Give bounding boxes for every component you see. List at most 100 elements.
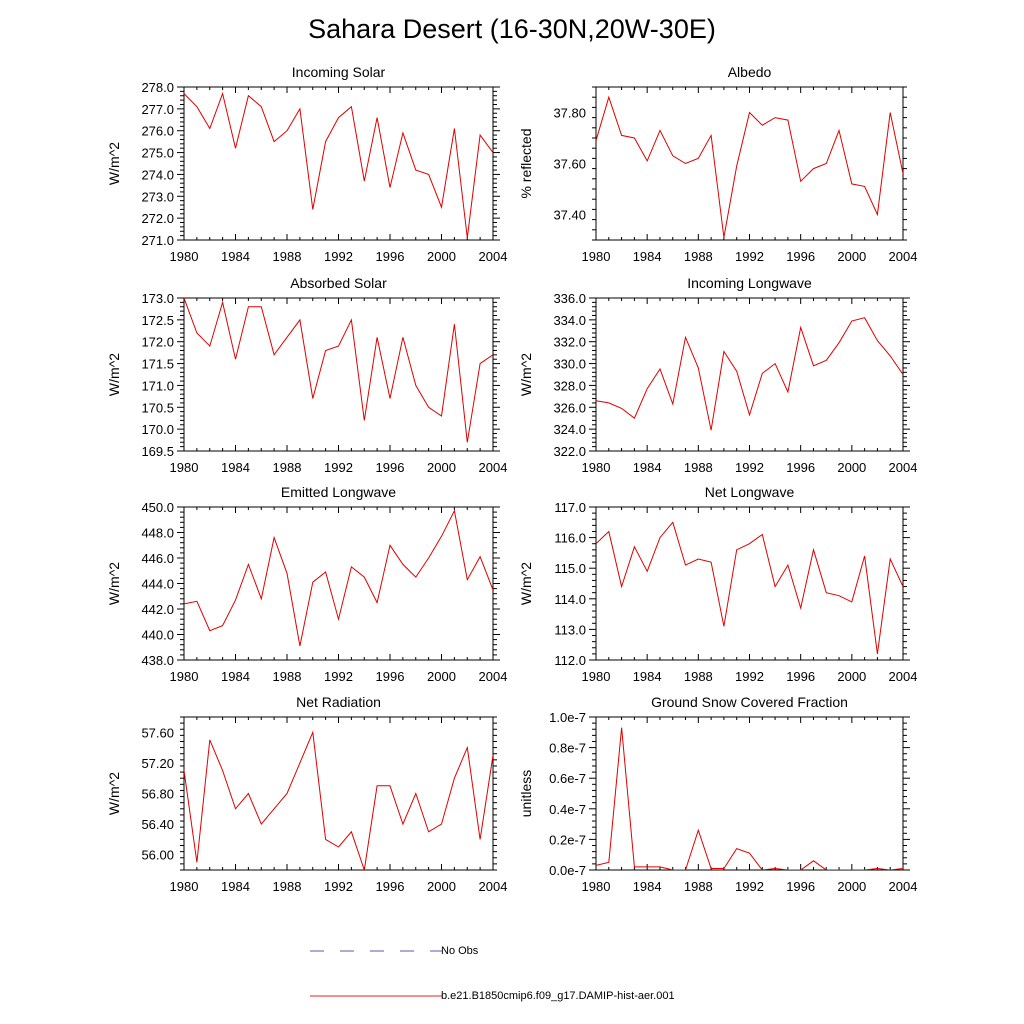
y-tick-label: 116.0: [554, 531, 586, 546]
y-axis-label: W/m^2: [106, 142, 122, 185]
series-line: [184, 298, 493, 443]
plot-frame: [183, 86, 494, 241]
y-tick-label: 115.0: [554, 561, 586, 576]
y-tick-label: 274.0: [141, 167, 174, 182]
y-tick-label: 275.0: [141, 146, 174, 161]
x-tick-label: 1980: [582, 249, 611, 264]
x-tick-label: 2004: [479, 460, 508, 475]
x-tick-label: 2004: [479, 669, 508, 684]
y-tick-label: 0.0e-7: [549, 863, 586, 878]
x-tick-label: 1980: [170, 669, 199, 684]
x-tick-label: 1988: [273, 249, 302, 264]
panel-incoming-longwave: 1980 1984 1988 1992 1996 2000 2004 322.0 324.0 32…: [518, 275, 917, 475]
legend-label-no-obs: No Obs: [441, 945, 479, 957]
y-tick-label: 334.0: [553, 313, 586, 328]
y-tick-label: 57.60: [141, 725, 174, 740]
x-tick-label: 1980: [170, 249, 199, 264]
x-tick-label: 1996: [376, 460, 405, 475]
panel-title: Emitted Longwave: [281, 484, 396, 500]
x-tick-label: 2000: [427, 879, 456, 894]
y-tick-label: 276.0: [141, 124, 174, 139]
x-tick-label: 1980: [582, 879, 611, 894]
x-tick-label: 1984: [221, 879, 250, 894]
y-tick-label: 172.5: [141, 313, 174, 328]
x-tick-label: 2004: [479, 879, 508, 894]
x-tick-label: 1984: [221, 669, 250, 684]
x-tick-label: 1996: [376, 879, 405, 894]
y-tick-label: 171.5: [141, 357, 174, 372]
x-tick-label: 1980: [582, 669, 611, 684]
legend-item-model-run: b.e21.B1850cmip6.f09_g17.DAMIP-hist-aer.…: [300, 989, 740, 1005]
y-tick-label: 56.00: [141, 848, 174, 863]
x-tick-label: 2004: [889, 460, 918, 475]
y-axis-label: W/m^2: [518, 562, 534, 605]
y-tick-label: 173.0: [141, 291, 174, 306]
legend-item-no-obs: No Obs: [300, 944, 720, 960]
y-tick-label: 112.0: [554, 653, 586, 668]
series-line: [184, 730, 493, 870]
x-tick-label: 2000: [837, 460, 866, 475]
legend-swatch-model-run: [310, 995, 442, 997]
y-tick-label: 330.0: [553, 357, 586, 372]
y-tick-label: 56.80: [141, 787, 174, 802]
x-tick-label: 1992: [324, 460, 353, 475]
panel-title: Ground Snow Covered Fraction: [651, 694, 848, 710]
x-tick-label: 2004: [889, 249, 918, 264]
x-tick-label: 2000: [427, 669, 456, 684]
x-tick-label: 1984: [221, 249, 250, 264]
plot-frame: [183, 506, 494, 661]
legend-label-model-run: b.e21.B1850cmip6.f09_g17.DAMIP-hist-aer.…: [441, 990, 675, 1002]
y-axis-label: % reflected: [518, 128, 534, 198]
y-tick-label: 324.0: [553, 422, 586, 437]
x-tick-label: 1984: [633, 249, 662, 264]
panel-title: Albedo: [728, 64, 772, 80]
x-tick-label: 2000: [427, 249, 456, 264]
y-tick-label: 271.0: [141, 233, 174, 248]
y-tick-label: 442.0: [141, 602, 174, 617]
x-tick-label: 1996: [786, 879, 815, 894]
x-tick-label: 2000: [837, 669, 866, 684]
x-tick-label: 1988: [684, 879, 713, 894]
x-tick-label: 1980: [170, 879, 199, 894]
panel-title: Absorbed Solar: [290, 275, 387, 291]
y-tick-label: 37.80: [553, 106, 586, 121]
x-tick-label: 1992: [735, 460, 764, 475]
y-tick-label: 113.0: [554, 622, 586, 637]
x-tick-label: 1980: [582, 460, 611, 475]
x-tick-label: 1984: [633, 460, 662, 475]
y-tick-label: 332.0: [553, 335, 586, 350]
y-tick-label: 1.0e-7: [549, 710, 586, 725]
y-tick-label: 277.0: [141, 102, 174, 117]
x-tick-label: 1988: [684, 669, 713, 684]
x-tick-label: 1980: [170, 460, 199, 475]
x-tick-label: 1992: [735, 669, 764, 684]
plot-frame: [183, 297, 494, 452]
x-tick-label: 1984: [221, 460, 250, 475]
x-tick-label: 1996: [786, 460, 815, 475]
page-title: Sahara Desert (16-30N,20W-30E): [308, 14, 716, 44]
x-tick-label: 1996: [376, 249, 405, 264]
y-tick-label: 322.0: [553, 444, 586, 459]
y-tick-label: 440.0: [141, 628, 174, 643]
x-tick-label: 1988: [684, 460, 713, 475]
series-line: [596, 95, 903, 238]
panel-title: Net Radiation: [296, 694, 381, 710]
series-line: [596, 727, 903, 870]
plot-frame: [595, 86, 904, 241]
panel-albedo: 1980 1984 1988 1992 1996 2000 2004 37.40 37.60 37…: [518, 64, 917, 264]
y-tick-label: 117.0: [554, 500, 586, 515]
panel-title: Incoming Solar: [292, 64, 386, 80]
x-tick-label: 2000: [837, 249, 866, 264]
y-tick-label: 278.0: [141, 80, 174, 95]
panel-net-radiation: 1980 1984 1988 1992 1996 2000 2004 56.00 56.40 56…: [106, 694, 507, 894]
legend-swatch-no-obs: [310, 950, 442, 952]
y-tick-label: 272.0: [141, 211, 174, 226]
x-tick-label: 1988: [273, 669, 302, 684]
y-tick-label: 273.0: [141, 189, 174, 204]
panel-title: Net Longwave: [705, 484, 795, 500]
x-tick-label: 2004: [479, 249, 508, 264]
y-tick-label: 172.0: [141, 335, 174, 350]
y-tick-label: 326.0: [553, 400, 586, 415]
y-tick-label: 0.8e-7: [549, 741, 586, 756]
